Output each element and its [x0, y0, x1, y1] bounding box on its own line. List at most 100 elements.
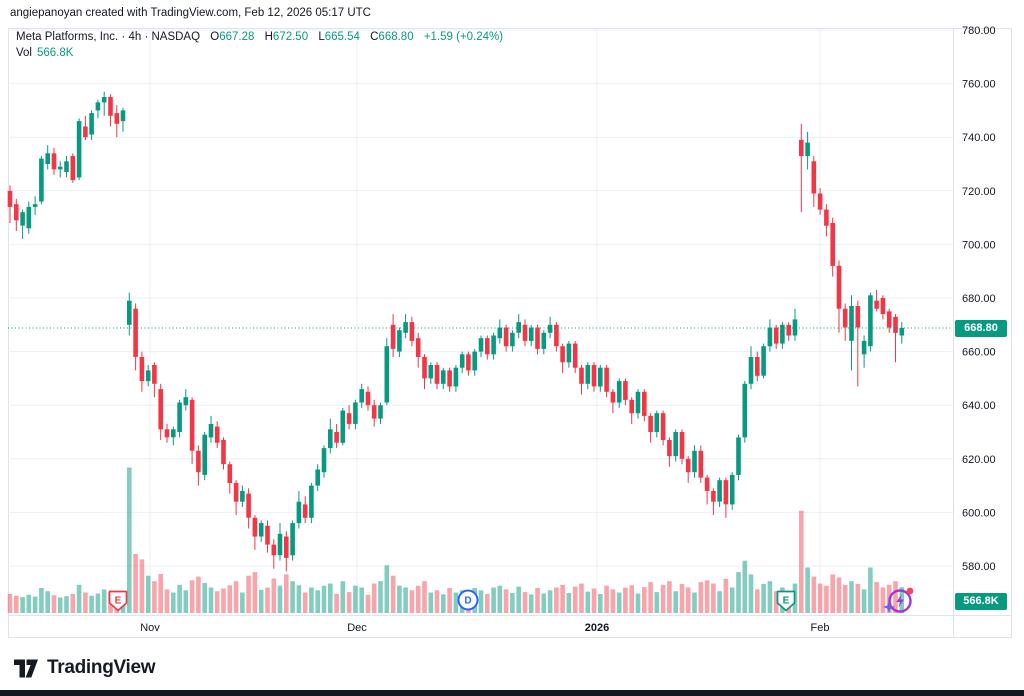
footer-brand[interactable]: TradingView	[14, 655, 156, 681]
volume-bar	[164, 589, 170, 613]
candle-body	[692, 450, 697, 473]
ai-pattern-wand-icon[interactable]	[882, 584, 916, 618]
volume-bar	[315, 590, 320, 613]
candle-body	[378, 405, 383, 419]
dividend-marker[interactable]: D	[457, 589, 479, 611]
volume-bar	[560, 584, 565, 613]
volume-bar	[767, 581, 773, 613]
candle-body	[64, 161, 69, 172]
volume-bar	[761, 583, 766, 613]
volume-bar	[409, 590, 415, 613]
candle-body	[397, 330, 402, 352]
volume-bar	[133, 553, 138, 613]
volume-bar	[334, 593, 339, 613]
candle-body	[89, 113, 94, 135]
volume-bar	[868, 567, 873, 613]
candle-body	[886, 311, 892, 328]
volume-bar	[353, 585, 358, 613]
candle-body	[371, 405, 377, 419]
candle-body	[7, 190, 13, 207]
volume-bar	[554, 587, 559, 613]
candle-body	[139, 357, 145, 382]
volume-bar	[591, 588, 597, 613]
volume-bar	[648, 582, 653, 613]
volume-bar	[158, 573, 163, 613]
candle-body	[133, 308, 138, 357]
volume-bar	[89, 595, 94, 613]
price-tick-label[interactable]: 660.00	[962, 347, 996, 359]
volume-bar	[711, 583, 716, 613]
tradingview-logo-icon	[14, 659, 38, 677]
candle-body	[390, 324, 396, 349]
volume-bar	[541, 593, 547, 613]
time-tick-label[interactable]: Dec	[347, 622, 367, 634]
price-tick-label[interactable]: 600.00	[962, 507, 996, 519]
candle-body	[855, 306, 861, 328]
volume-bar	[893, 581, 898, 613]
volume-bar	[616, 592, 622, 613]
volume-bar	[849, 581, 854, 613]
earnings-marker[interactable]: E	[776, 590, 796, 612]
candle-body	[547, 324, 553, 333]
price-tick-label[interactable]: 700.00	[962, 239, 996, 251]
volume-bar	[773, 591, 779, 613]
candle-body	[780, 324, 785, 344]
volume-bar	[208, 587, 214, 613]
candle-body	[761, 346, 766, 376]
earnings-letter: E	[783, 596, 790, 607]
candle-body	[183, 397, 189, 406]
price-tick-label[interactable]: 580.00	[962, 561, 996, 573]
candle-body	[309, 485, 314, 518]
price-tick-label[interactable]: 620.00	[962, 454, 996, 466]
candle-body	[328, 429, 333, 449]
symbol-legend[interactable]: Meta Platforms, Inc. · 4h · NASDAQ O667.…	[16, 31, 503, 43]
candle-body	[685, 458, 691, 473]
price-tick-label[interactable]: 720.00	[962, 186, 996, 198]
price-tick-label[interactable]: 640.00	[962, 400, 996, 412]
wand-lightning-bolt	[896, 594, 904, 608]
earnings-shield	[108, 590, 128, 612]
volume-bar	[214, 591, 220, 613]
volume-bar	[64, 596, 69, 613]
candle-body	[755, 357, 760, 376]
candle-body	[811, 161, 817, 194]
candle-body	[742, 383, 748, 438]
volume-bar	[535, 588, 540, 613]
candle-body	[14, 204, 19, 221]
time-tick-label[interactable]: 2026	[585, 622, 609, 634]
close-label: C	[370, 31, 379, 43]
time-axis-separator	[8, 615, 1012, 616]
volume-bar	[145, 575, 151, 613]
candle-body	[120, 110, 126, 122]
candle-body	[284, 536, 289, 558]
volume-bar	[428, 592, 434, 613]
candle-body	[39, 158, 44, 202]
volume-bar	[302, 592, 308, 613]
volume-bar	[855, 583, 861, 613]
candle-body	[792, 319, 798, 336]
volume-legend[interactable]: Vol 566.8K	[16, 47, 73, 59]
volume-bar	[7, 593, 13, 613]
price-tick-label[interactable]: 780.00	[962, 25, 996, 37]
volume-bar	[422, 581, 427, 613]
candle-body	[585, 365, 591, 384]
price-tick-label[interactable]: 740.00	[962, 132, 996, 144]
time-tick-label[interactable]: Feb	[811, 622, 830, 634]
volume-bar	[755, 589, 760, 613]
volume-bar	[434, 590, 440, 613]
earnings-marker[interactable]: E	[108, 590, 128, 612]
volume-bar	[811, 576, 817, 613]
candle-body	[227, 464, 233, 483]
volume-bar	[635, 593, 641, 613]
time-tick-label[interactable]: Nov	[140, 622, 160, 634]
price-tick-label[interactable]: 680.00	[962, 293, 996, 305]
open-label: O	[210, 31, 220, 43]
candle-body	[642, 391, 647, 416]
candle-body	[152, 365, 157, 384]
volume-bar	[70, 593, 76, 613]
volume-bar	[95, 593, 101, 613]
price-tick-label[interactable]: 760.00	[962, 79, 996, 91]
volume-bar	[32, 596, 38, 613]
volume-bar	[14, 595, 19, 613]
